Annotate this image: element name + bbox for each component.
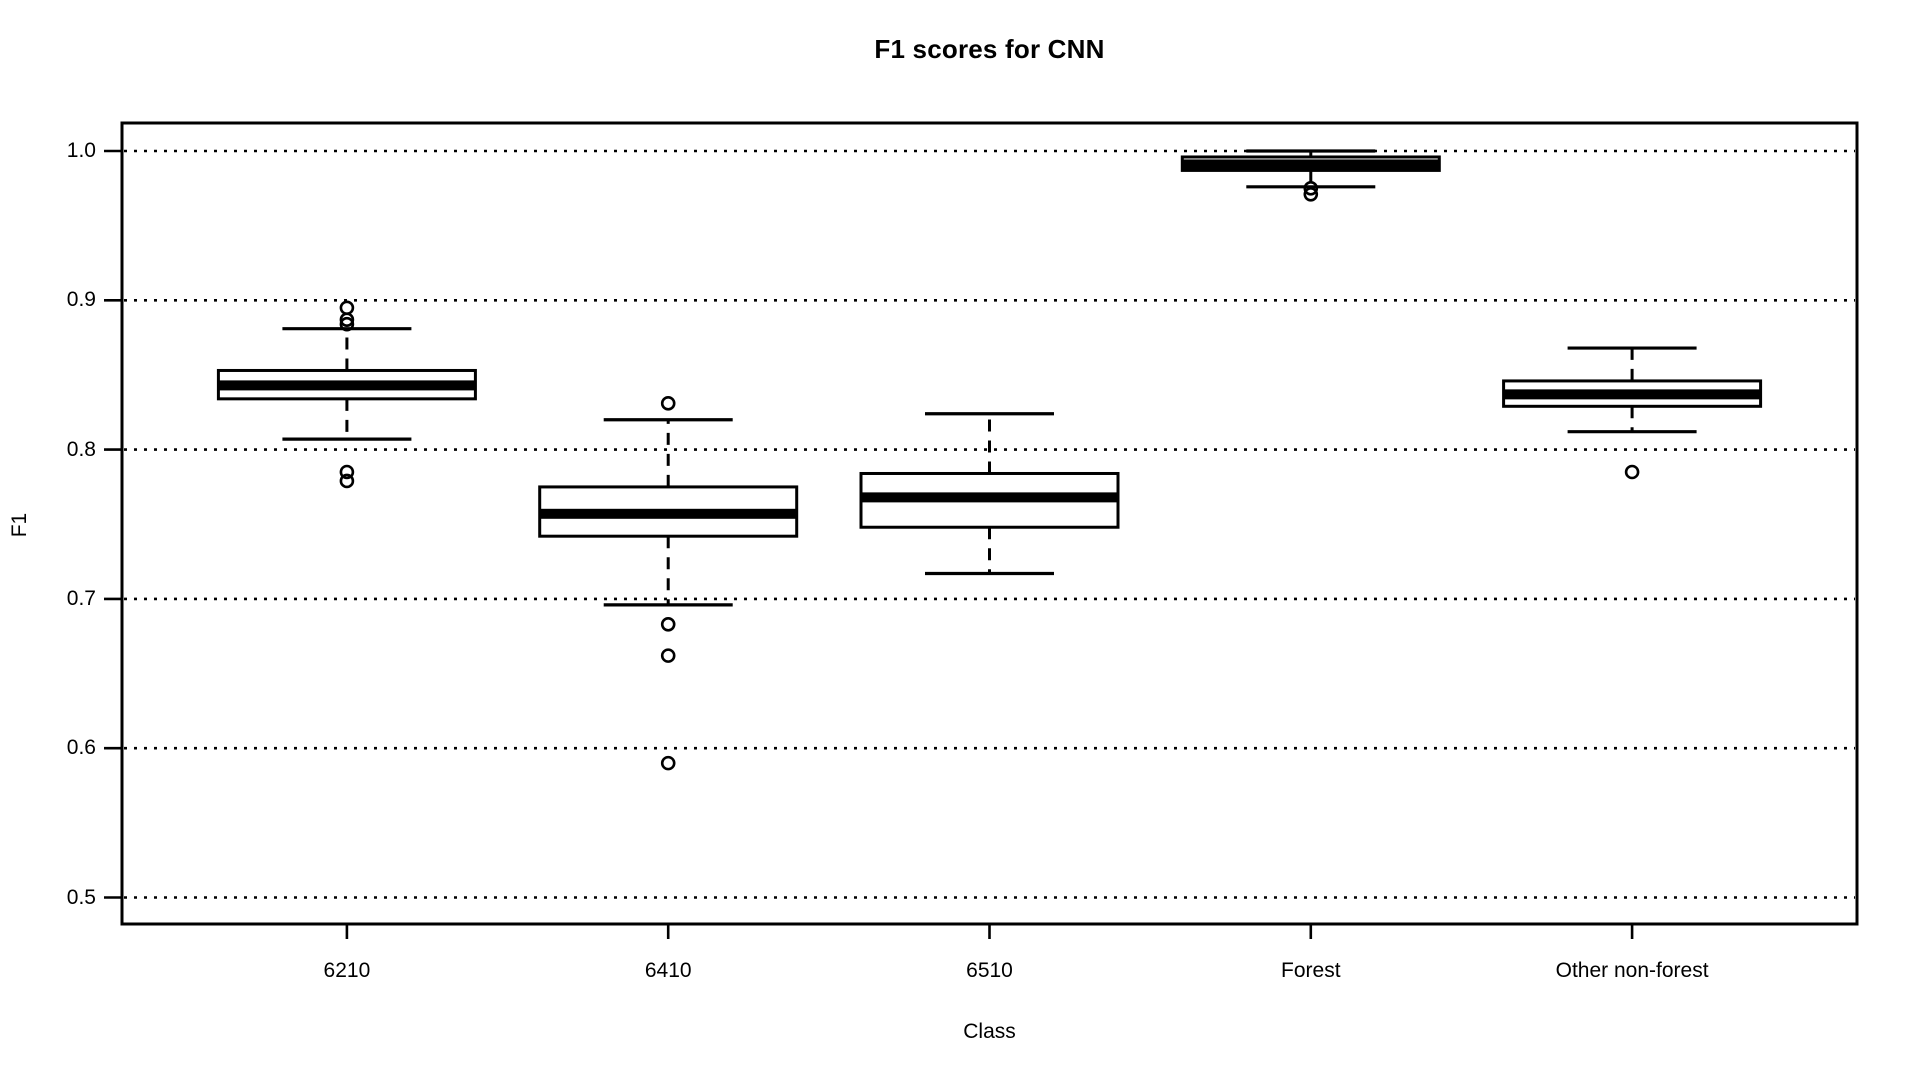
box-6210-outlier [339,312,355,328]
box-6510-median [861,492,1118,503]
y-tick-label: 1.0 [66,139,96,162]
x-tick-label-box-6510: 6510 [966,959,1013,982]
plot-border [120,121,1859,926]
y-tick-label: 0.6 [66,736,96,760]
box-6210-outlier [339,316,355,332]
box-6210-median [218,380,476,391]
box-6210-outlier [339,464,355,480]
box-forest-outlier [1303,186,1319,202]
box-6410-median [539,508,797,519]
box-forest-median [1182,159,1440,170]
box-forest-outlier [1303,181,1319,196]
box-other-non-forest-median [1503,389,1761,400]
x-tick-label-box-6410: 6410 [644,959,692,982]
y-tick-label: 0.9 [66,288,96,312]
x-tick-label-box-forest: Forest [1281,959,1341,982]
box-6210-outlier [339,300,355,316]
y-tick-label: 0.5 [66,885,96,909]
chart-title: F1 scores for CNN [874,34,1105,64]
y-tick-label: 0.7 [66,586,96,610]
box-6410-outlier [660,648,676,663]
box-6210-outlier [339,473,355,489]
x-tick-label-box-other-non-forest: Other non-forest [1555,959,1709,982]
box-6410-outlier [660,396,676,411]
y-tick-label: 0.8 [66,437,96,461]
x-axis-title: Class [963,1020,1016,1043]
box-6410-outlier [660,616,676,632]
y-axis-title: F1 [8,512,31,538]
box-other-non-forest-outlier [1624,464,1640,480]
x-tick-label-box-6210: 6210 [323,959,371,982]
box-6410-outlier [660,755,676,771]
